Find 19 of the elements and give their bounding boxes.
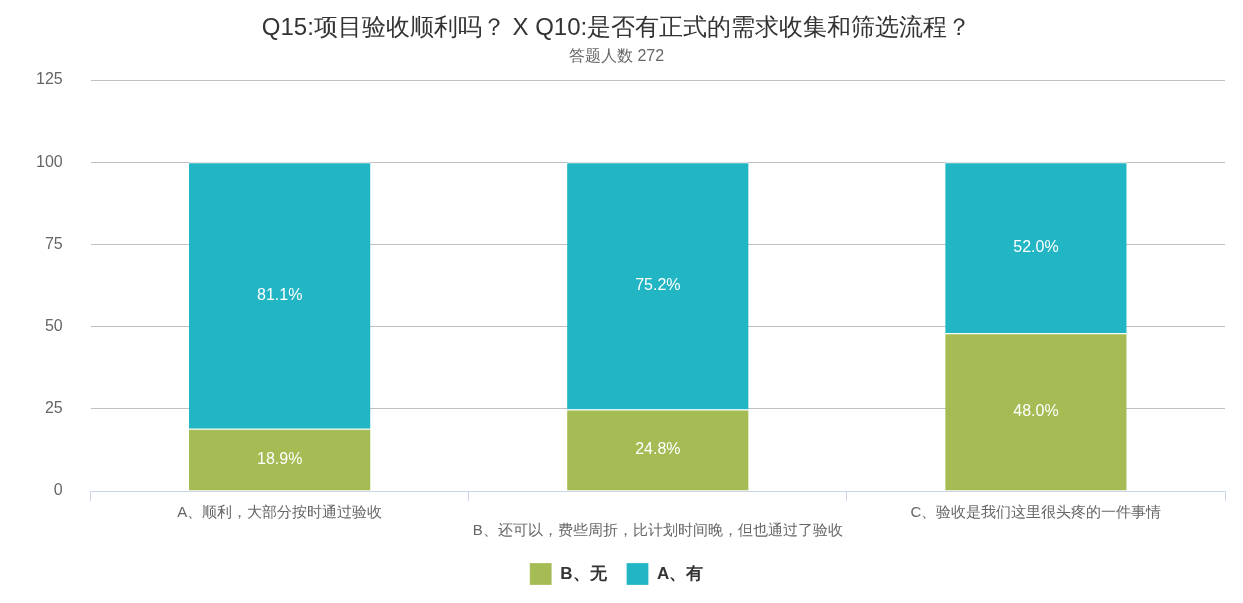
data-label: 52.0% [1013, 238, 1059, 256]
x-tick-label: A、顺利，大部分按时通过验收 [177, 503, 383, 521]
y-tick-label: 0 [53, 481, 63, 499]
data-label: 24.8% [635, 440, 681, 458]
data-label: 18.9% [257, 450, 303, 468]
legend-label: A、有 [657, 563, 704, 583]
data-label: 75.2% [635, 276, 681, 294]
chart-title: Q15:项目验收顺利吗？ X Q10:是否有正式的需求收集和筛选流程？ [261, 13, 972, 41]
x-tick-label: B、还可以，费些周折，比计划时间晚，但也通过了验收 [472, 521, 843, 539]
x-tick-label: C、验收是我们这里很头疼的一件事情 [910, 503, 1162, 521]
y-tick-label: 25 [44, 399, 63, 417]
data-label: 48.0% [1013, 402, 1059, 420]
data-label: 81.1% [257, 285, 303, 303]
chart-subtitle: 答题人数 272 [568, 46, 665, 64]
y-tick-label: 125 [35, 70, 63, 88]
y-tick-label: 100 [35, 152, 63, 170]
legend-label: B、无 [560, 563, 608, 583]
y-tick-label: 50 [44, 317, 63, 335]
y-tick-label: 75 [44, 234, 63, 252]
